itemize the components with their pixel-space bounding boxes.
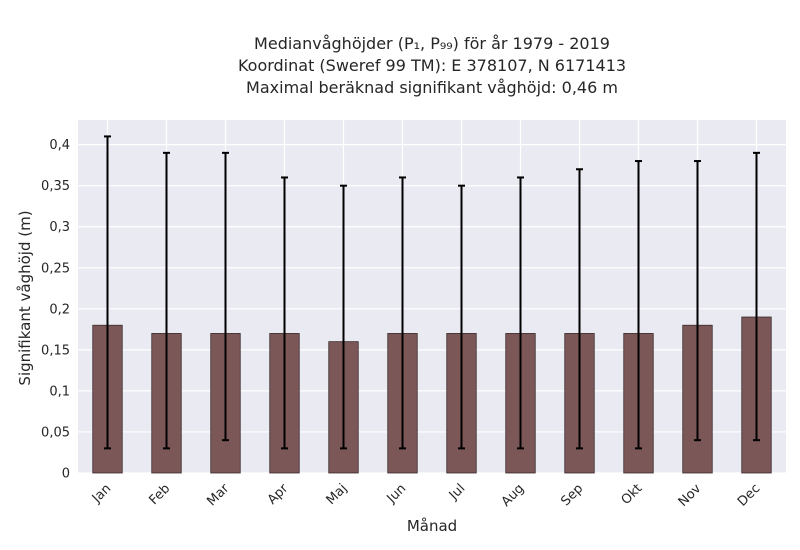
error-bar-maj	[340, 184, 347, 450]
x-tick-label: Apr	[265, 481, 292, 508]
y-tick-label: 0,4	[49, 138, 70, 153]
x-tick-label: Mar	[204, 481, 232, 509]
error-bar-dec	[753, 151, 760, 442]
x-tick-label: Maj	[324, 481, 351, 508]
y-tick-label: 0,3	[49, 220, 70, 235]
error-bar-mar	[222, 151, 229, 442]
x-tick-label: Nov	[676, 481, 705, 510]
error-bar-okt	[635, 160, 642, 450]
error-bar-apr	[281, 176, 288, 450]
y-grid	[78, 144, 786, 474]
x-tick-label: Sep	[558, 481, 586, 509]
x-axis-label: Månad	[407, 517, 457, 535]
error-bar-feb	[163, 151, 170, 450]
error-bar-aug	[517, 176, 524, 450]
x-tick-label: Jul	[446, 481, 468, 503]
x-tick-labels: Jan Feb Mar Apr Maj Jun Jul Aug Sep Okt Nov Dec	[89, 481, 763, 510]
chart-title-line-3: Maximal beräknad signifikant våghöjd: 0,…	[246, 78, 618, 97]
error-bar-jun	[399, 176, 406, 450]
error-bar-nov	[694, 160, 701, 442]
error-bars	[104, 135, 760, 450]
y-tick-labels: 0 0,05 0,1 0,15 0,2 0,25 0,3 0,35 0,4	[41, 138, 70, 481]
y-tick-label: 0,2	[49, 302, 70, 317]
x-tick-label: Feb	[146, 481, 173, 508]
chart-title-line-1: Medianvåghöjder (P₁, P₉₉) för år 1979 - …	[254, 34, 610, 53]
y-axis-label: Signifikant våghöjd (m)	[16, 210, 34, 385]
y-tick-label: 0,05	[41, 425, 70, 440]
x-tick-label: Aug	[499, 481, 528, 510]
error-bar-jul	[458, 184, 465, 450]
x-tick-label: Dec	[735, 481, 763, 509]
error-bar-sep	[576, 168, 583, 450]
y-tick-label: 0,25	[41, 261, 70, 276]
y-tick-label: 0,15	[41, 343, 70, 358]
plot-area	[78, 120, 786, 473]
x-tick-label: Okt	[619, 481, 646, 508]
y-tick-label: 0,1	[49, 384, 70, 399]
error-bar-jan	[104, 135, 111, 450]
chart-title: Medianvåghöjder (P₁, P₉₉) för år 1979 - …	[78, 33, 786, 99]
y-tick-label: 0	[62, 467, 70, 482]
y-tick-label: 0,35	[41, 179, 70, 194]
x-tick-label: Jun	[384, 481, 410, 507]
x-tick-label: Jan	[89, 481, 114, 506]
chart-title-line-2: Koordinat (Sweref 99 TM): E 378107, N 61…	[237, 56, 627, 75]
